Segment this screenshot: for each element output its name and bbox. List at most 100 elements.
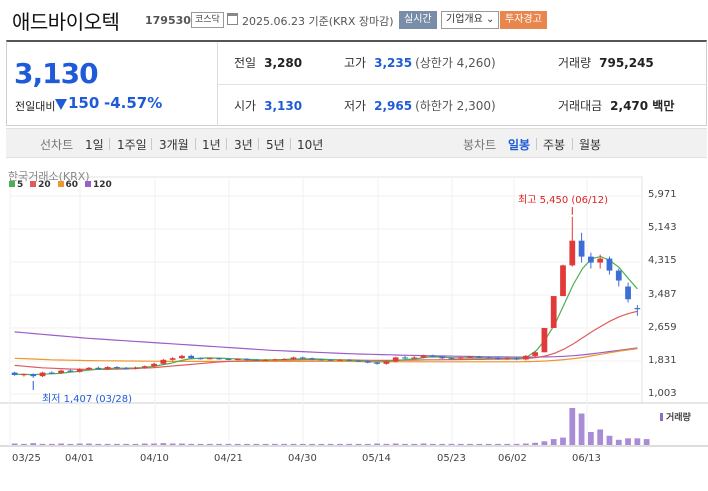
- volume-bar: [430, 443, 436, 445]
- period-1w[interactable]: 1주일: [117, 138, 147, 152]
- volume-bar: [448, 443, 455, 445]
- open-label: 시가: [234, 99, 257, 113]
- prev-close-value: 3,280: [264, 56, 303, 70]
- volume-bar: [188, 443, 195, 445]
- volume-bar: [160, 443, 167, 445]
- ma60-line: [14, 348, 638, 363]
- change-label: 전일대비: [15, 100, 56, 113]
- legend-ma120: 120: [84, 180, 112, 190]
- volume-bar: [309, 443, 315, 445]
- volume-bar: [234, 443, 241, 445]
- candle-body: [11, 372, 18, 375]
- volume-bar: [504, 443, 511, 445]
- candle-daily[interactable]: 일봉: [508, 138, 531, 152]
- period-3y[interactable]: 3년: [234, 138, 253, 152]
- candle-body: [569, 240, 576, 266]
- candle-body: [625, 286, 631, 300]
- stock-code: 179530: [145, 14, 191, 27]
- period-toolbar: 선차트 1일 1주일 3개월 1년 3년 5년 10년 봉차트 일봉 주봉 월봉: [6, 128, 707, 158]
- stock-chart[interactable]: 한국거래소(KRX) 5 20 60 120 최고 5,450 (06/12) …: [0, 160, 708, 491]
- legend-ma20: 20: [30, 180, 51, 190]
- x-tick: 03/25: [12, 453, 41, 464]
- candle-body: [606, 258, 613, 271]
- candle-body: [578, 240, 585, 257]
- period-10y[interactable]: 10년: [297, 138, 324, 152]
- candle-chart-label: 봉차트: [463, 138, 497, 152]
- candle-body: [346, 359, 353, 361]
- period-1y[interactable]: 1년: [202, 138, 221, 152]
- candle-body: [541, 327, 548, 353]
- candle-body: [169, 358, 176, 360]
- volume-bar: [606, 435, 613, 445]
- candle-body: [411, 357, 418, 359]
- volume-bar: [206, 443, 213, 445]
- candle-body: [104, 367, 111, 370]
- candle-body: [206, 358, 213, 360]
- low-label: 저가: [344, 99, 367, 113]
- volume-bar: [346, 443, 353, 445]
- volume-bar: [457, 443, 464, 445]
- divider: [195, 138, 196, 150]
- legend-ma120-label: 120: [92, 180, 112, 190]
- volume-bar: [197, 443, 204, 445]
- calendar-icon: [227, 13, 238, 25]
- volume-bar: [30, 443, 37, 445]
- volume-bar: [625, 438, 631, 445]
- volume-bar: [58, 443, 64, 445]
- candle-weekly[interactable]: 주봉: [543, 138, 566, 152]
- candle-body: [383, 361, 390, 364]
- divider: [572, 138, 573, 150]
- high-label: 고가: [344, 56, 367, 70]
- legend-ma20-label: 20: [38, 180, 51, 190]
- candle-body: [439, 356, 446, 359]
- volume-bar: [615, 439, 622, 445]
- candle-body: [532, 352, 538, 356]
- chart-source: 한국거래소(KRX): [8, 170, 90, 183]
- candle-body: [179, 355, 185, 359]
- amount-label: 거래대금: [558, 99, 603, 113]
- low-value: 2,965: [374, 99, 413, 113]
- reference-date: 2025.06.23 기준(KRX 장마감): [242, 15, 394, 28]
- candle-body: [216, 358, 222, 360]
- x-tick: 04/10: [140, 453, 169, 464]
- volume-bar: [634, 438, 641, 445]
- volume-bar: [318, 443, 325, 445]
- candle-body: [272, 359, 278, 361]
- low-annotation: 최저 1,407 (03/28): [42, 394, 133, 405]
- volume-bar: [541, 441, 548, 445]
- volume-bar: [299, 443, 306, 445]
- volume-bar: [411, 443, 418, 445]
- y-tick: 5,971: [648, 189, 677, 200]
- x-tick: 06/13: [572, 453, 601, 464]
- company-overview-button[interactable]: 기업개요 ⌄: [441, 11, 500, 29]
- legend-ma5: 5: [9, 180, 23, 190]
- candle-body: [597, 258, 604, 263]
- candle-body: [299, 357, 306, 359]
- volume-bar: [253, 443, 260, 445]
- candle-monthly[interactable]: 월봉: [579, 138, 602, 152]
- period-5y[interactable]: 5년: [266, 138, 285, 152]
- amount-value: 2,470 백만: [610, 99, 675, 113]
- volume-bar: [86, 443, 92, 445]
- candle-body: [253, 359, 260, 361]
- realtime-button[interactable]: 실시간: [399, 11, 437, 29]
- x-tick: 04/01: [65, 453, 94, 464]
- investment-warning-badge[interactable]: 투자경고: [500, 11, 547, 29]
- volume-legend: 거래량: [660, 410, 691, 423]
- candle-body: [141, 366, 148, 368]
- period-3m[interactable]: 3개월: [159, 138, 189, 152]
- volume-bar: [104, 443, 111, 445]
- period-1d[interactable]: 1일: [85, 138, 104, 152]
- price-change-percent: -4.57%: [104, 94, 163, 112]
- volume-bar: [355, 443, 362, 445]
- candle-body: [448, 358, 455, 360]
- x-tick: 06/02: [498, 453, 527, 464]
- ma120-line: [14, 331, 638, 358]
- candle-body: [151, 363, 157, 367]
- volume-bar: [550, 439, 557, 445]
- volume-bar: [327, 443, 334, 445]
- candlestick-chart[interactable]: [0, 160, 708, 491]
- candle-body: [48, 372, 55, 374]
- candle-body: [197, 358, 204, 360]
- x-tick: 05/23: [437, 453, 466, 464]
